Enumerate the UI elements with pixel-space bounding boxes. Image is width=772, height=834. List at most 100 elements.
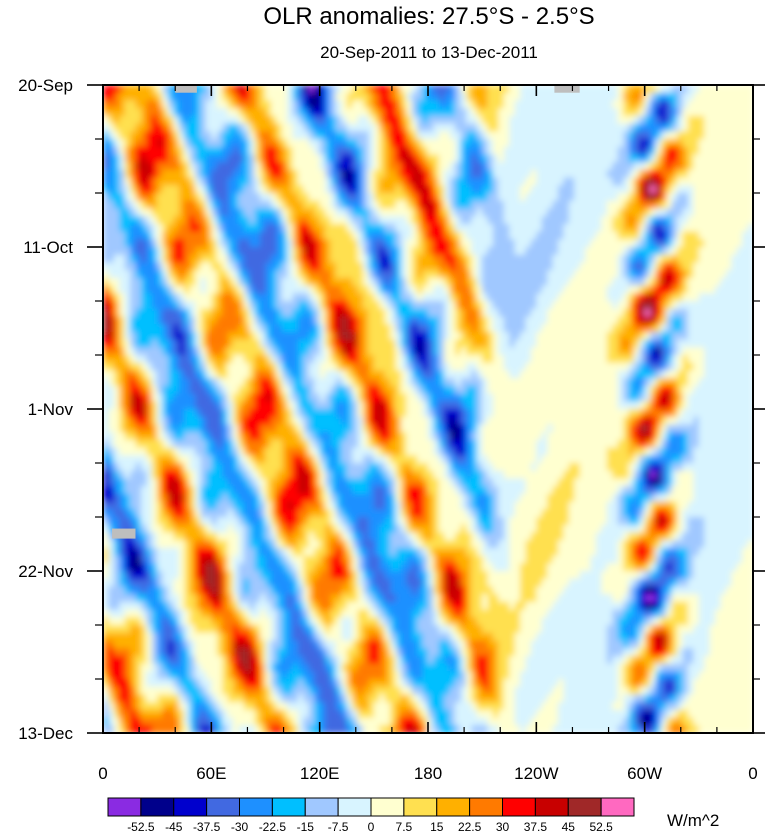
heatmap-cell (417, 115, 424, 125)
heatmap-cell (146, 509, 153, 518)
heatmap-cell (130, 509, 137, 518)
heatmap-cell (373, 524, 380, 534)
heatmap-cell (319, 663, 326, 672)
heatmap-cell (411, 640, 418, 649)
heatmap-cell (168, 717, 175, 726)
heatmap-cell (227, 85, 234, 94)
heatmap-cell (216, 617, 223, 626)
heatmap-cell (265, 331, 272, 341)
heatmap-cell (140, 385, 147, 395)
heatmap-cell (390, 532, 397, 541)
heatmap-cell (243, 540, 250, 549)
heatmap-cell (146, 725, 153, 733)
heatmap-cell (352, 601, 359, 611)
heatmap-cell (298, 540, 305, 549)
heatmap-cell (341, 578, 348, 588)
heatmap-cell (281, 239, 288, 248)
heatmap-cell (173, 671, 180, 680)
heatmap-cell (406, 470, 413, 480)
heatmap-cell (243, 686, 250, 696)
heatmap-cell (341, 355, 348, 364)
heatmap-cell (130, 200, 137, 210)
heatmap-cell (222, 385, 229, 395)
heatmap-cell (243, 663, 250, 672)
heatmap-cell (162, 663, 169, 672)
heatmap-cell (276, 509, 283, 518)
heatmap-cell (308, 640, 315, 649)
heatmap-cell (162, 177, 169, 186)
heatmap-cell (341, 301, 348, 310)
heatmap-cell (417, 547, 424, 557)
heatmap-cell (270, 517, 277, 526)
heatmap-cell (395, 663, 402, 672)
heatmap-cell (140, 702, 147, 711)
heatmap-cell (292, 563, 299, 572)
heatmap-cell (216, 131, 223, 140)
heatmap-cell (173, 517, 180, 526)
heatmap-cell (276, 146, 283, 156)
heatmap-cell (130, 540, 137, 549)
heatmap-cell (411, 239, 418, 248)
heatmap-cell (373, 162, 380, 171)
heatmap-cell (124, 632, 131, 642)
heatmap-cell (330, 432, 337, 441)
heatmap-cell (151, 686, 158, 696)
heatmap-cell (200, 601, 207, 611)
heatmap-cell (390, 285, 397, 294)
heatmap-cell (395, 193, 402, 202)
heatmap-cell (346, 424, 353, 433)
heatmap-cell (146, 293, 153, 302)
heatmap-cell (222, 416, 229, 426)
heatmap-cell (173, 617, 180, 626)
heatmap-cell (400, 679, 407, 688)
heatmap-cell (233, 331, 240, 341)
heatmap-cell (178, 686, 185, 696)
heatmap-cell (249, 455, 256, 464)
heatmap-cell (281, 493, 288, 503)
heatmap-cell (135, 455, 142, 464)
heatmap-cell (135, 463, 142, 472)
heatmap-cell (330, 571, 337, 580)
heatmap-cell (390, 331, 397, 341)
heatmap-cell (119, 679, 126, 688)
heatmap-cell (216, 571, 223, 580)
heatmap-cell (368, 308, 375, 318)
heatmap-cell (303, 177, 310, 186)
heatmap-cell (357, 432, 364, 441)
heatmap-cell (124, 509, 131, 518)
heatmap-cell (335, 524, 342, 534)
heatmap-cell (352, 424, 359, 433)
heatmap-cell (319, 339, 326, 348)
heatmap-cell (195, 254, 202, 264)
heatmap-cell (233, 709, 240, 719)
heatmap-cell (254, 447, 261, 456)
heatmap-cell (140, 92, 147, 102)
heatmap-cell (395, 640, 402, 649)
heatmap-cell (368, 146, 375, 156)
heatmap-cell (157, 162, 164, 171)
heatmap-cell (146, 324, 153, 333)
heatmap-cell (390, 146, 397, 156)
heatmap-cell (168, 193, 175, 202)
heatmap-cell (195, 671, 202, 680)
heatmap-cell (373, 717, 380, 726)
heatmap-cell (249, 509, 256, 518)
heatmap-cell (390, 663, 397, 672)
heatmap-cell (368, 439, 375, 449)
heatmap-cell (276, 200, 283, 210)
heatmap-cell (205, 679, 212, 688)
heatmap-cell (130, 177, 137, 186)
heatmap-cell (113, 308, 120, 318)
heatmap-cell (178, 501, 185, 510)
heatmap-cell (184, 100, 191, 109)
heatmap-cell (189, 517, 196, 526)
heatmap-cell (335, 409, 342, 418)
heatmap-cell (400, 694, 407, 703)
heatmap-cell (330, 193, 337, 202)
heatmap-cell (373, 378, 380, 387)
heatmap-cell (140, 640, 147, 649)
heatmap-cell (325, 463, 332, 472)
heatmap-cell (151, 308, 158, 318)
heatmap-cell (211, 231, 218, 240)
heatmap-cell (205, 432, 212, 441)
